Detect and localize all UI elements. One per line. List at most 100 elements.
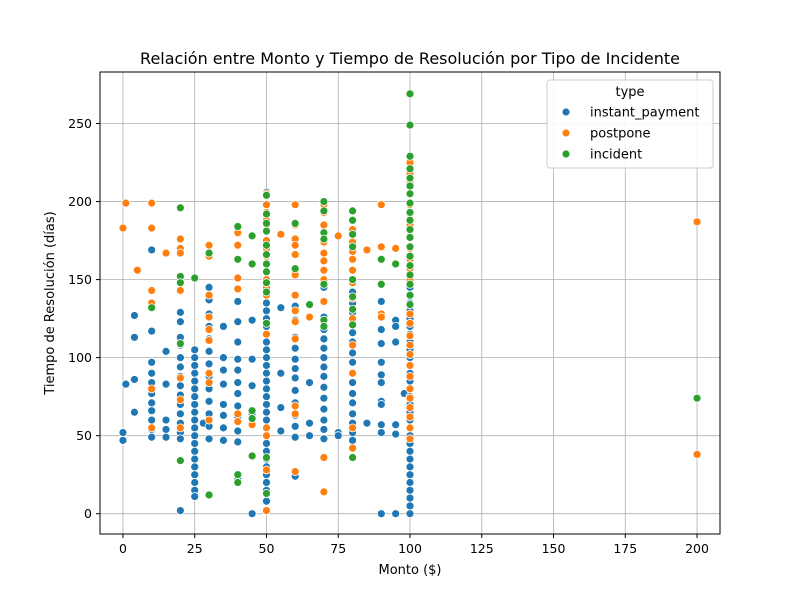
point-instant_payment	[233, 297, 243, 306]
point-instant_payment	[376, 357, 386, 367]
point-incident	[319, 279, 329, 289]
point-postpone	[333, 231, 343, 241]
x-tick-label: 50	[259, 541, 275, 556]
point-postpone	[290, 401, 300, 411]
point-incident	[348, 242, 357, 252]
point-instant_payment	[290, 421, 300, 431]
point-instant_payment	[405, 454, 415, 464]
point-incident	[262, 259, 271, 269]
point-instant_payment	[405, 462, 415, 472]
point-instant_payment	[348, 378, 357, 388]
x-tick-label: 0	[119, 541, 127, 556]
point-instant_payment	[204, 282, 214, 292]
legend: type instant_payment postpone incident	[546, 79, 714, 169]
point-incident	[233, 470, 243, 480]
point-postpone	[290, 334, 300, 344]
point-instant_payment	[405, 478, 415, 487]
y-tick-label: 150	[68, 272, 92, 287]
point-instant_payment	[348, 348, 357, 358]
point-postpone	[233, 417, 243, 427]
point-incident	[348, 292, 357, 302]
point-instant_payment	[147, 406, 157, 416]
point-instant_payment	[262, 407, 271, 417]
point-postpone	[348, 368, 357, 378]
series-incident	[147, 89, 702, 500]
point-instant_payment	[262, 337, 271, 347]
point-incident	[348, 304, 357, 314]
point-instant_payment	[376, 339, 386, 348]
point-instant_payment	[391, 322, 401, 331]
point-instant_payment	[219, 435, 228, 445]
point-postpone	[175, 234, 185, 244]
point-instant_payment	[319, 393, 329, 403]
point-instant_payment	[219, 365, 228, 375]
point-postpone	[204, 290, 214, 300]
point-instant_payment	[233, 401, 243, 411]
point-postpone	[290, 409, 300, 419]
point-instant_payment	[405, 509, 415, 519]
point-postpone	[204, 378, 214, 388]
point-instant_payment	[130, 407, 139, 417]
point-instant_payment	[219, 410, 228, 420]
point-instant_payment	[190, 492, 200, 501]
point-instant_payment	[319, 415, 329, 425]
point-instant_payment	[190, 462, 200, 472]
point-postpone	[376, 312, 386, 322]
point-instant_payment	[305, 418, 314, 428]
point-instant_payment	[175, 434, 185, 444]
point-incident	[290, 264, 300, 274]
point-postpone	[348, 423, 357, 433]
point-instant_payment	[147, 368, 157, 378]
point-instant_payment	[190, 392, 200, 402]
chart-title: Relación entre Monto y Tiempo de Resoluc…	[140, 49, 680, 68]
y-tick-label: 250	[68, 116, 92, 131]
point-postpone	[290, 200, 300, 210]
point-incident	[175, 203, 185, 213]
point-instant_payment	[219, 400, 228, 409]
point-instant_payment	[233, 426, 243, 436]
point-postpone	[405, 309, 415, 319]
point-instant_payment	[290, 432, 300, 442]
point-instant_payment	[161, 432, 171, 442]
point-instant_payment	[161, 415, 171, 425]
point-postpone	[262, 506, 271, 515]
point-instant_payment	[262, 306, 271, 316]
point-instant_payment	[362, 418, 372, 428]
point-incident	[262, 250, 271, 260]
x-tick-label: 25	[187, 541, 203, 556]
point-instant_payment	[204, 346, 214, 356]
point-postpone	[147, 423, 157, 433]
point-instant_payment	[262, 384, 271, 394]
point-incident	[405, 120, 415, 130]
point-instant_payment	[175, 317, 185, 327]
point-postpone	[405, 423, 415, 433]
point-incident	[247, 259, 257, 269]
point-instant_payment	[219, 379, 228, 389]
point-instant_payment	[262, 376, 271, 386]
point-postpone	[405, 403, 415, 412]
point-instant_payment	[305, 378, 314, 388]
legend-box	[546, 79, 714, 169]
point-instant_payment	[319, 404, 329, 414]
point-instant_payment	[190, 446, 200, 456]
point-instant_payment	[219, 423, 228, 433]
point-incident	[247, 406, 257, 416]
point-instant_payment	[175, 381, 185, 391]
legend-label-incident: incident	[590, 148, 642, 163]
point-instant_payment	[276, 303, 286, 313]
point-instant_payment	[175, 307, 185, 317]
point-postpone	[233, 273, 243, 283]
point-instant_payment	[161, 379, 171, 389]
point-instant_payment	[319, 425, 329, 434]
point-instant_payment	[130, 332, 139, 342]
point-postpone	[290, 306, 300, 316]
point-instant_payment	[319, 434, 329, 444]
point-instant_payment	[190, 384, 200, 394]
point-instant_payment	[175, 362, 185, 372]
point-instant_payment	[161, 346, 171, 356]
point-instant_payment	[391, 509, 401, 519]
point-incident	[319, 206, 329, 216]
point-postpone	[204, 312, 214, 322]
point-incident	[405, 151, 415, 161]
point-instant_payment	[391, 420, 401, 430]
